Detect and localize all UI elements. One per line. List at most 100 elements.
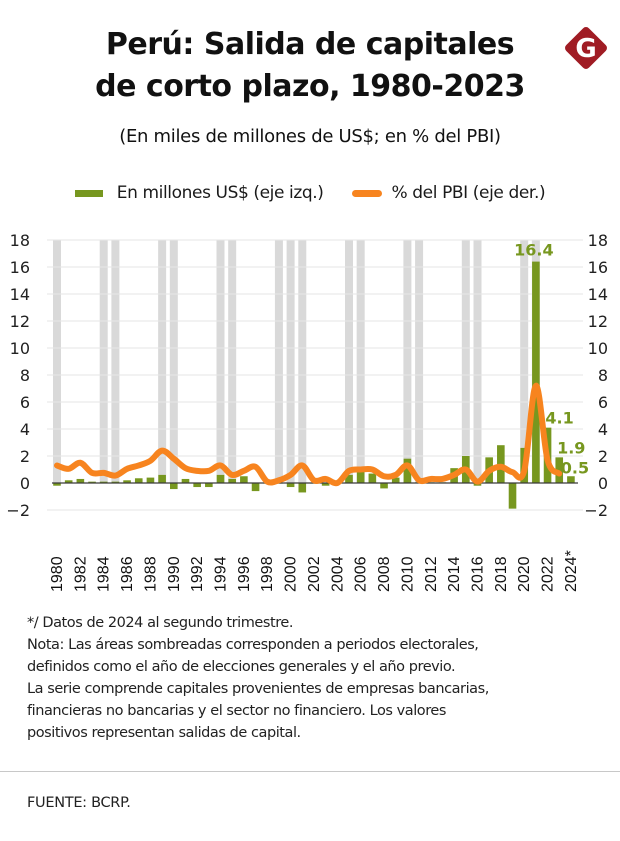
y-tick-left: 10 <box>10 339 30 358</box>
electoral-band <box>99 240 108 483</box>
y-tick-left: 18 <box>10 231 30 250</box>
divider <box>0 771 620 772</box>
x-tick-label: 2012 <box>423 556 440 592</box>
bar-1982 <box>76 478 85 483</box>
electoral-band <box>286 240 295 483</box>
bar-2010 <box>403 458 412 483</box>
bar-1995 <box>228 478 236 483</box>
bar-2007 <box>368 473 377 483</box>
y-tick-right: 12 <box>588 312 608 331</box>
bar-1983 <box>88 481 96 483</box>
gestion-logo-icon: G <box>565 27 607 69</box>
electoral-band <box>158 240 167 483</box>
x-tick-label: 2004 <box>329 556 346 592</box>
legend: En millones US$ (eje izq.) % del PBI (ej… <box>0 183 620 203</box>
footnote-line: financieras no bancarias y el sector no … <box>27 703 446 719</box>
x-tick-label: 2014 <box>446 556 463 592</box>
chart-title: Perú: Salida de capitales de corto plazo… <box>0 24 620 108</box>
x-tick-label: 2010 <box>399 556 416 592</box>
electoral-band <box>403 240 412 483</box>
x-tick-label: 2008 <box>376 556 393 592</box>
x-tick-label: 1980 <box>49 556 66 592</box>
bar-1994 <box>216 474 225 483</box>
bar-1991 <box>181 478 190 483</box>
electoral-band <box>274 240 283 483</box>
bar-2005 <box>345 474 353 483</box>
footnote-line: definidos como el año de elecciones gene… <box>27 659 456 675</box>
x-tick-label: 1992 <box>189 556 206 592</box>
footnote-line: positivos representan salidas de capital… <box>27 725 301 741</box>
data-label-2024: 0.5 <box>561 458 589 477</box>
bar-2001 <box>298 483 307 493</box>
footnote-line: */ Datos de 2024 al segundo trimestre. <box>27 615 294 631</box>
y-tick-right: 2 <box>598 447 608 466</box>
bar-series <box>53 261 575 509</box>
bar-1986 <box>123 480 131 483</box>
electoral-band <box>228 240 237 483</box>
bar-2021 <box>532 261 540 483</box>
chart-title-line1: Perú: Salida de capitales <box>105 27 515 62</box>
x-tick-label: 2006 <box>353 556 370 592</box>
bar-1987 <box>134 478 143 483</box>
bar-1981 <box>64 480 73 483</box>
bar-1989 <box>158 474 166 483</box>
y-axis-left: 18 16 14 12 10 8 6 4 2 0 −2 <box>6 231 30 520</box>
y-tick-right: 16 <box>588 258 608 277</box>
x-tick-label: 1996 <box>236 556 253 592</box>
logo-diamond <box>565 27 607 69</box>
x-tick-label: 2016 <box>469 556 486 592</box>
y-tick-left: 4 <box>20 420 30 439</box>
y-tick-left: 8 <box>20 366 30 385</box>
electoral-band <box>356 240 365 483</box>
bar-1996 <box>240 476 248 483</box>
y-tick-left: 0 <box>20 474 30 493</box>
source-note: FUENTE: BCRP. <box>27 795 131 811</box>
bar-1984 <box>99 481 108 483</box>
x-tick-label: 1986 <box>119 556 136 592</box>
chart: 18 16 14 12 10 8 6 4 2 0 −2 18 16 14 12 10 8 6 4 2 0 −2 1980… <box>6 231 608 592</box>
bar-1990 <box>170 483 178 490</box>
legend-line-swatch <box>351 189 382 197</box>
y-tick-left: 6 <box>20 393 30 412</box>
electoral-band <box>111 240 120 483</box>
y-tick-left: 12 <box>10 312 30 331</box>
chart-subtitle: (En miles de millones de US$; en % del P… <box>119 126 501 147</box>
legend-bar-label: En millones US$ (eje izq.) <box>116 183 324 203</box>
bar-1992 <box>193 483 201 488</box>
electoral-band <box>415 240 424 483</box>
y-tick-right: 4 <box>598 420 608 439</box>
line-series <box>54 382 563 487</box>
bar-2009 <box>391 477 400 483</box>
electoral-band <box>461 240 470 483</box>
x-tick-label: 1984 <box>96 556 113 592</box>
x-tick-label: 1998 <box>259 556 276 592</box>
bar-1985 <box>111 481 120 483</box>
bar-1980 <box>53 483 61 486</box>
y-tick-left: 16 <box>10 258 30 277</box>
x-axis: 1980 1982 1984 1986 1988 1990 1992 1994 1996 1998… <box>49 550 580 592</box>
y-tick-right: −2 <box>584 501 608 520</box>
legend-item-line: % del PBI (eje der.) <box>351 183 546 203</box>
bar-2019 <box>508 483 517 509</box>
x-tick-label: 2020 <box>516 556 533 592</box>
y-tick-right: 10 <box>588 339 608 358</box>
electoral-band <box>169 240 178 483</box>
electoral-band <box>345 240 353 483</box>
y-axis-right: 18 16 14 12 10 8 6 4 2 0 −2 <box>584 231 608 520</box>
electoral-band <box>298 240 307 483</box>
x-tick-label: 1982 <box>72 556 89 592</box>
legend-bar-swatch <box>74 189 103 197</box>
y-tick-right: 6 <box>598 393 608 412</box>
x-tick-label: 1988 <box>142 556 159 592</box>
gridlines <box>47 239 583 511</box>
bar-1993 <box>205 483 213 488</box>
electoral-shading <box>53 240 540 483</box>
footnote-line: La serie comprende capitales proveniente… <box>27 681 489 697</box>
footnote-line: Nota: Las áreas sombreadas corresponden … <box>27 637 479 653</box>
footnotes: */ Datos de 2024 al segundo trimestre. N… <box>27 612 607 744</box>
y-tick-left: 2 <box>20 447 30 466</box>
bar-2006 <box>356 470 365 483</box>
bar-1988 <box>146 477 155 483</box>
x-tick-label: 2022 <box>540 556 557 592</box>
bar-2000 <box>286 483 295 488</box>
